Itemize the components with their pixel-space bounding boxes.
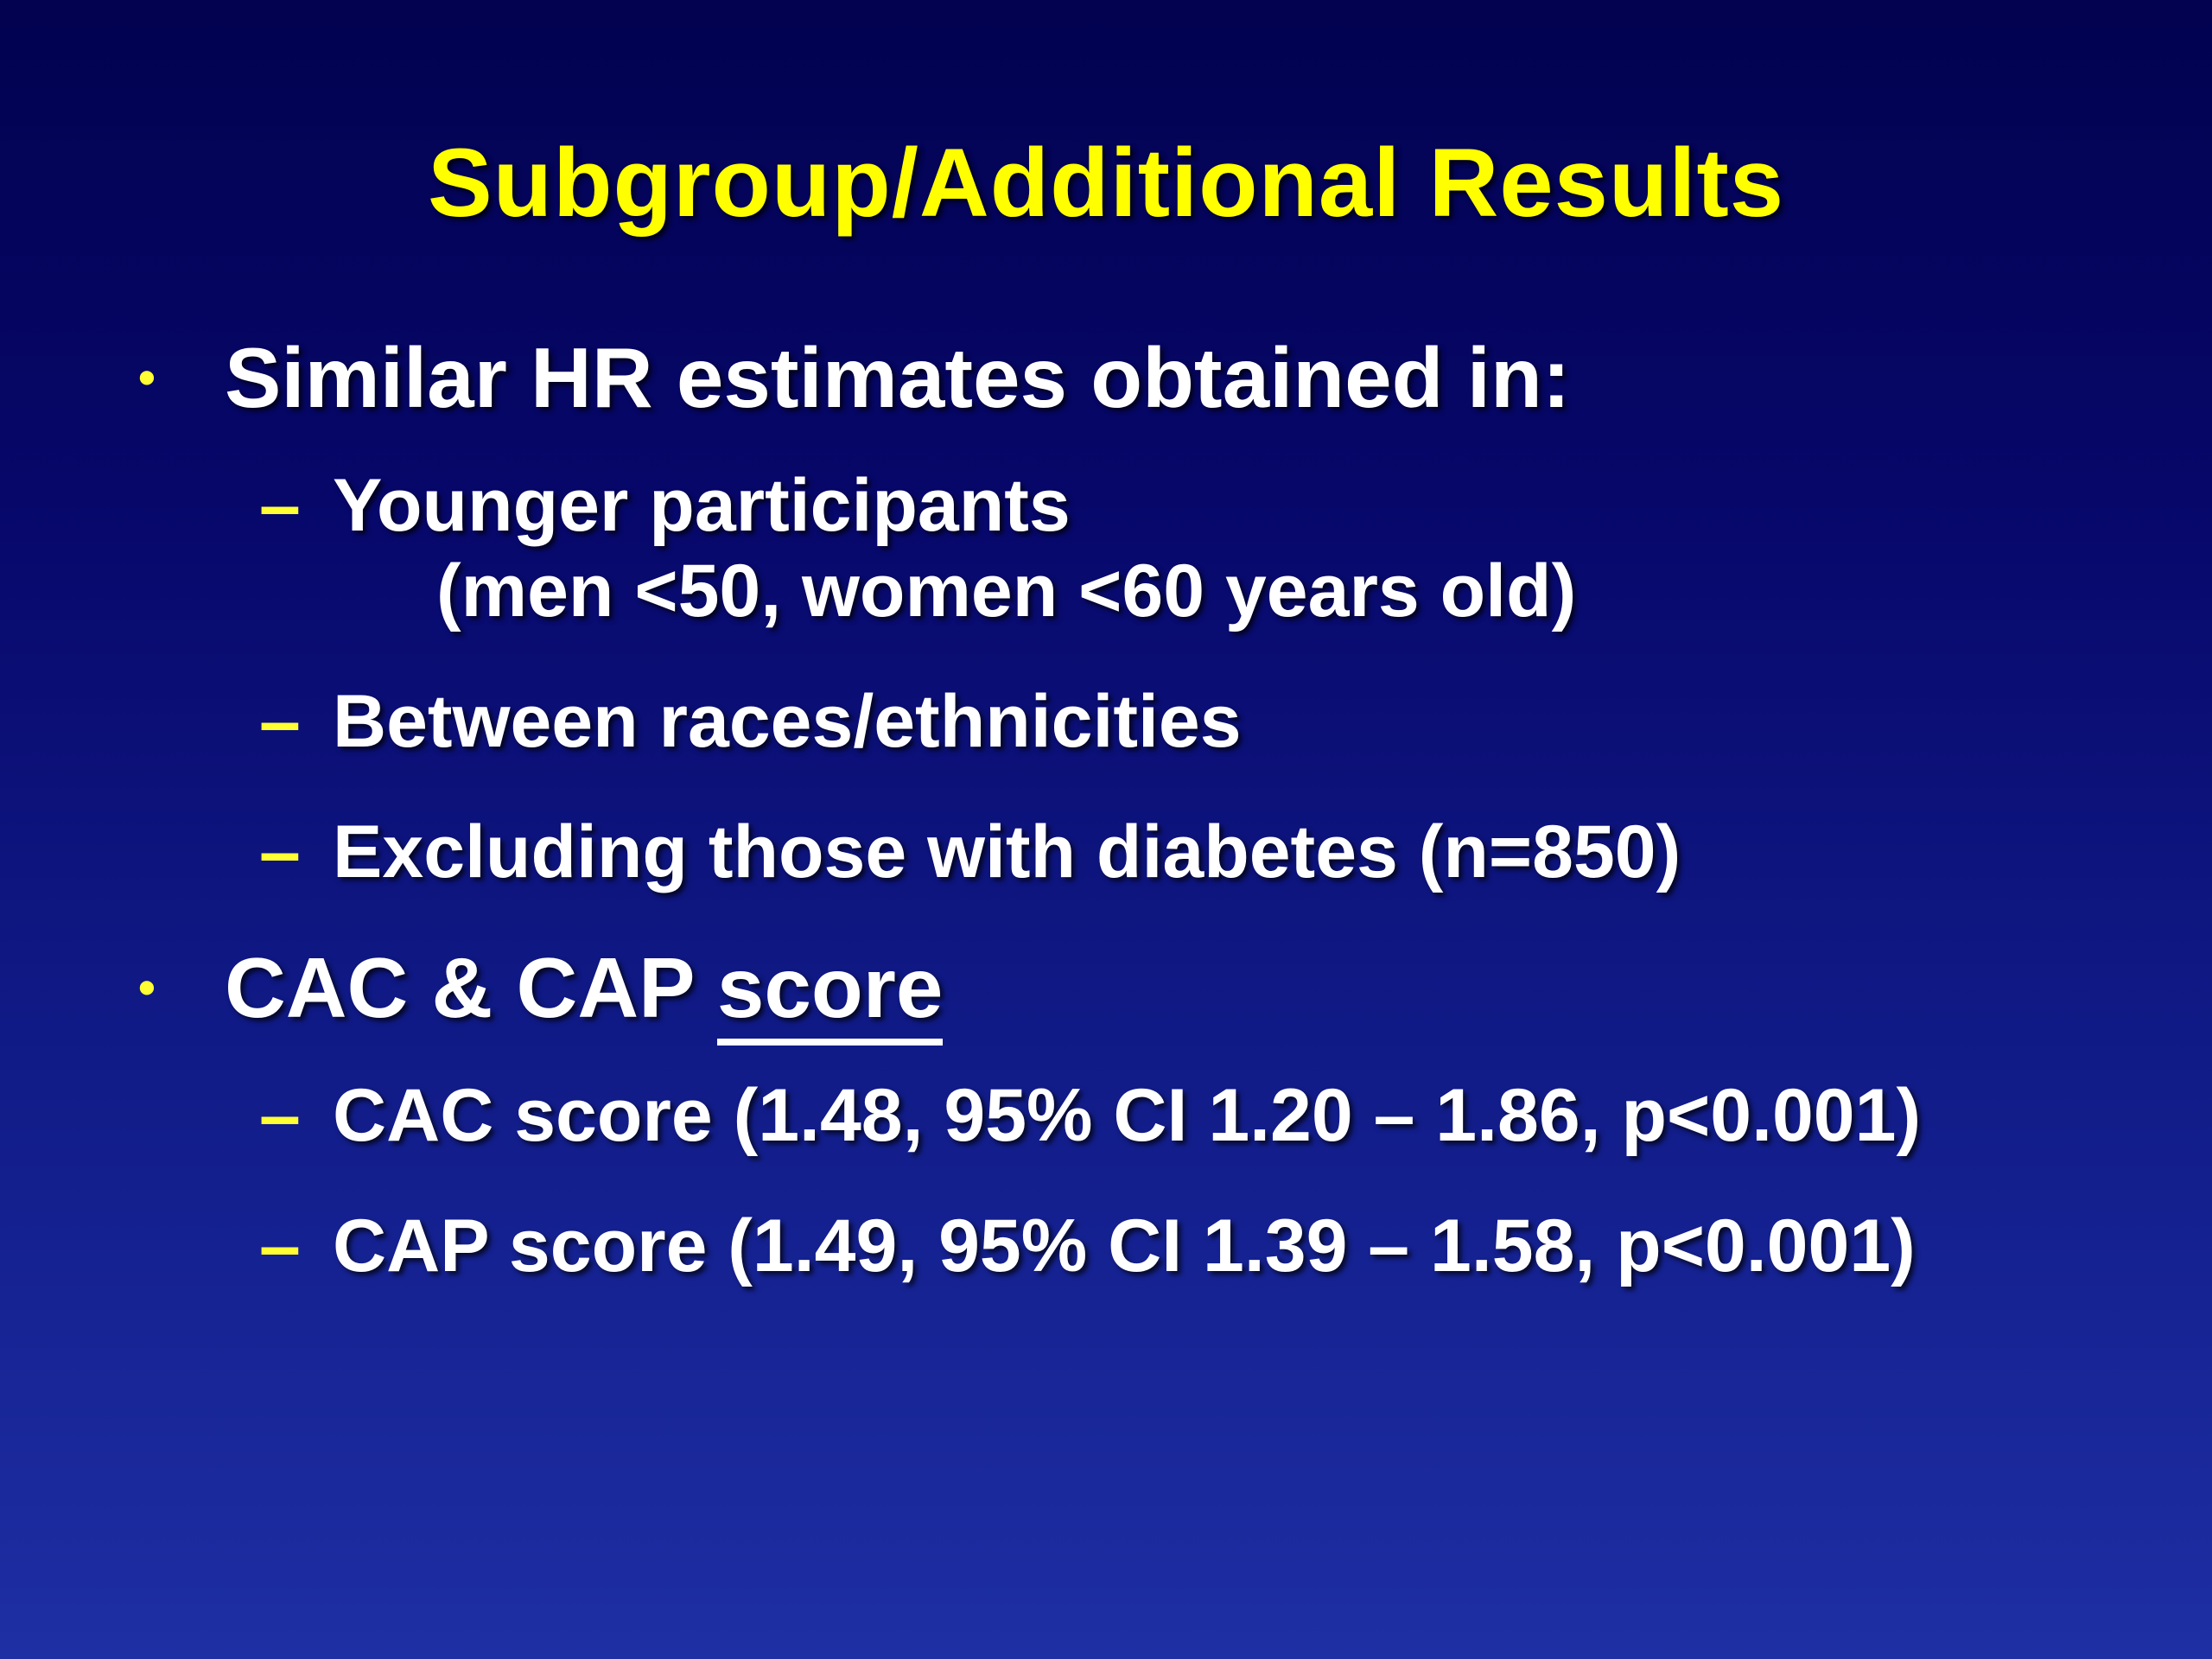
dash-icon: – [259,679,301,763]
bullet-item-similar-hr: • Similar HR estimates obtained in: [0,329,2212,427]
bullet-text-prefix: CAC & CAP [225,940,717,1036]
dash-icon: – [259,463,301,547]
slide-title: Subgroup/Additional Results [427,129,1785,237]
dash-icon: – [259,1205,301,1288]
sub-item-excluding-diabetes: – Excluding those with diabetes (n=850) [0,810,2212,895]
sub-item-cac-score: – CAC score (1.48, 95% CI 1.20 – 1.86, p… [0,1073,2212,1159]
sub-item-between-races: – Between races/ethnicities [0,679,2212,765]
sub-item-text: Excluding those with diabetes (n=850) [333,810,1681,893]
sub-item-younger-participants: – Younger participants [0,463,2212,549]
sub-item-text: Between races/ethnicities [333,679,1242,763]
sub-item-text: CAP score (1.49, 95% CI 1.39 – 1.58, p<0… [333,1205,1916,1288]
sub-item-text: Younger participants [333,463,1071,547]
dash-icon: – [259,810,301,893]
bullet-icon: • [138,350,156,405]
sub-item-text: CAC score (1.48, 95% CI 1.20 – 1.86, p<0… [333,1074,1922,1158]
bullet-text: CAC & CAP score [225,939,944,1046]
bullet-text-underlined: score [716,940,944,1046]
bullet-text: Similar HR estimates obtained in: [225,330,1571,426]
dash-icon: – [259,1074,301,1158]
sub-item-continuation-age-criteria: (men <50, women <60 years old) [436,549,1577,632]
sub-item-cap-score: – CAP score (1.49, 95% CI 1.39 – 1.58, p… [0,1204,2212,1289]
bullet-item-cac-cap-score: • CAC & CAP score [0,939,2212,1046]
bullet-icon: • [138,961,156,1016]
